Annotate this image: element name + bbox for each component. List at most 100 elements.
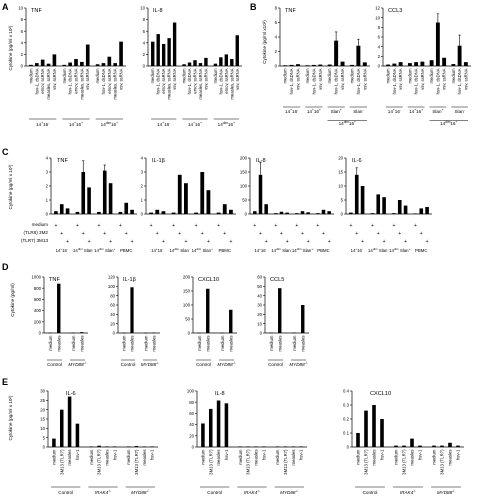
E-chart-1-group-label: MYD88-/- [131,489,149,495]
E-chart-2-title: IL-8 [215,391,225,397]
D-chart-3-group-label-part: MYD88 [217,362,233,367]
panel-C-plus-sign: + [316,223,319,229]
C-chart-3-group-label: 14dim Slan- [271,247,291,253]
C-chart-3-ytick-label: 150 [240,170,248,175]
A-tnf-group-label: 14+16+ [69,121,83,127]
C-chart-4-bar [419,208,424,214]
B-tnf-group-label: 14+16- [285,108,298,114]
D-chart-4-group-label-part: MYD88 [289,362,305,367]
C-chart-2-group-label-part: 16 [158,248,163,253]
A-il8-bar [172,22,177,66]
A-il8-category-label: hsv-1, dsDNA [218,68,223,94]
A-il8-category-label: medium [182,68,187,83]
A-il8-group-label-part: - [169,121,170,125]
panel-C-plus-sign: + [404,239,407,245]
C-chart-4-ytick-label: 5 [341,198,344,203]
E-chart-1-category-label: measles [142,450,147,466]
B-ccl3-group-label-part: - [400,108,401,112]
A-tnf-group-label-part: + [74,121,76,125]
E-chart-1-group-label-part: -/- [108,489,111,493]
C-chart-2-group-label: 14dim Slan+ [192,247,213,253]
D-chart-2-ytick-label: 40 [110,312,115,317]
A-il8-title: IL-8 [153,8,163,14]
A-tnf-category-label: medium [62,68,67,83]
A-tnf-bar [68,62,72,66]
C-chart-1-title: TNF [57,158,68,164]
A-il8-bar [235,35,239,66]
B-ccl3-category-label: medium [386,68,391,83]
B-tnf-supergroup-label-part: + [354,120,356,124]
C-chart-1-group-label-part: + [60,247,62,251]
B-ccl3-group-label: 14+16+ [409,108,423,114]
E-chart-1-category-label: measles [104,450,109,466]
C-chart-4-bar [392,213,396,214]
C-chart-4-bar [397,200,402,214]
E-chart-1-bar [75,423,80,447]
B-ccl3-category-label: medium [429,68,434,83]
D-chart-2-group-label-part: MYD88 [141,362,157,367]
panel-C-plus-sign: + [253,223,256,229]
B-tnf-bar [349,64,354,66]
A-tnf-ytick-label: 4 [21,40,24,45]
E-chart-3-bar [418,445,422,447]
A-tnf-group-label-part: + [81,121,83,125]
E-chart-2-group-label-part: Control [207,490,222,495]
C-chart-2-group-label-part: dim [196,247,201,251]
A-il8-group-label-part: dim [223,121,228,125]
B-tnf-category-label: medium [327,68,332,83]
A-il8-bar [224,54,229,66]
E-chart-3-bar [380,419,384,447]
D-chart-4-bar [292,332,296,334]
panel-C-plus-sign: + [286,239,289,245]
C-chart-2-bar [184,183,188,214]
B-ccl3-bar [407,63,412,66]
A-tnf-bar [34,63,39,66]
A-tnf-bar [52,54,57,66]
panel-C-condition-label: (TLR8) 3M2 [23,230,48,235]
B-ccl3-bar [398,62,403,66]
A-tnf-category-label: hsv-1, dsDNA [101,68,106,94]
D-chart-4-group-label-part: Control [268,362,283,367]
D-chart-4-title: CCL5 [270,277,284,283]
E-chart-3-ytick-label: 0.4 [343,389,350,394]
B-tnf-group-label: Slan+ [331,108,342,114]
C-chart-2-ytick-label: 2 [141,184,144,189]
A-tnf-group-label-part: + [41,121,43,125]
D-chart-3-bar [206,288,210,333]
E-chart-1-category-label: hsv-1 [112,449,117,460]
A-il8-category-label: measles, ssRNA [229,68,234,99]
B-tnf-bar [327,64,332,66]
C-chart-4-group-label-part: + [355,247,357,251]
E-chart-2-category-label: 3M13 (TLR7) [283,449,288,475]
A-il8-bar [156,34,160,66]
A-tnf-group-label-part: 14 [36,122,42,127]
A-il8-group-label-part: 14 [218,122,224,127]
D-chart-3-group-label-part: -/- [233,361,236,365]
A-tnf-category-label: emcv, ssRNA [74,68,79,93]
A-tnf-category-label: medium [95,68,100,83]
C-chart-4-chart: 0 5 10 15 20 IL-6 [338,156,432,217]
E-chart-1-ytick-label: 5 [43,435,46,440]
B-ccl3-ytick-label: 12 [375,6,380,11]
D-chart-4-bar [269,332,273,334]
E-chart-2-bar [201,423,205,447]
D-chart-2-group-label: MYD88-/- [141,361,159,367]
E-chart-2-bar [254,446,258,448]
A-tnf-category-label: vsv, ssRNA [52,68,57,90]
D-chart-2-bar [152,332,156,334]
E-chart-2-category-label: medium [238,449,243,465]
C-chart-4-bar [413,213,418,215]
D-chart-4-ytick-label: 20 [257,312,262,317]
B-ccl3-bar [392,63,397,66]
B-tnf-bar [305,65,310,66]
D-chart-1-bar [57,283,61,333]
B-ccl3-bar [463,62,468,66]
D-chart-1-group-label: Control [47,362,62,367]
C-chart-1-bar [54,211,58,214]
A-tnf-bar [74,59,78,66]
C-chart-4-ytick-label: 10 [338,184,343,189]
E-chart-3-category-label: hsv-1 [418,449,423,460]
B-tnf-group-label-part: + [312,108,314,112]
C-chart-3-bar [306,212,310,214]
B-tnf-ytick-label: 4 [275,35,278,40]
